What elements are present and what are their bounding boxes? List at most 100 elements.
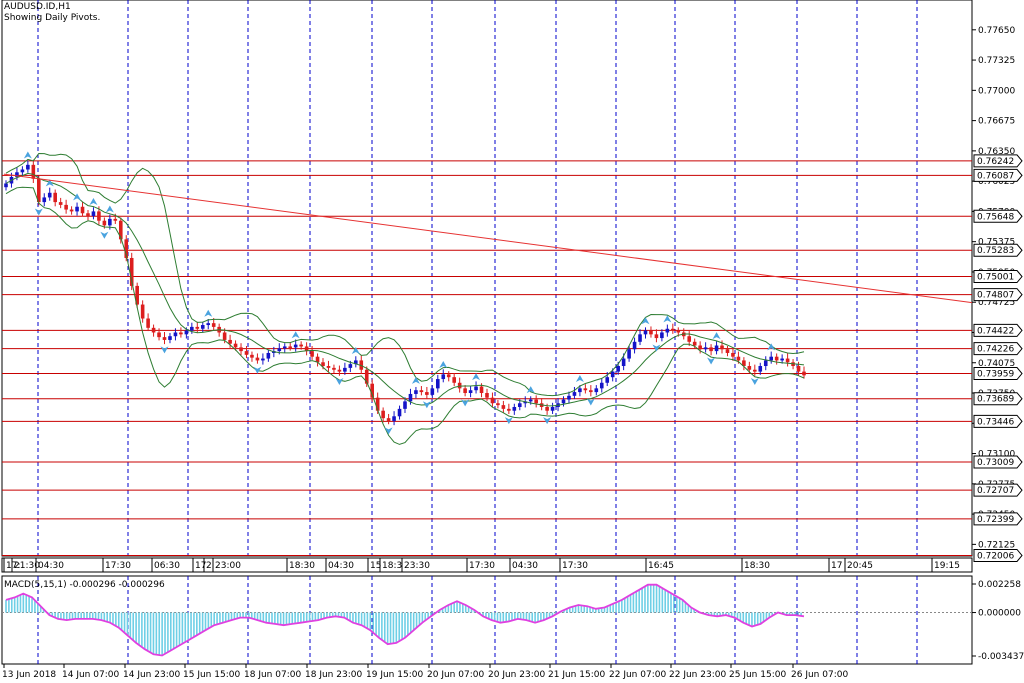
pivot-label-box [973,270,1023,284]
candle-body [621,358,626,367]
fractal-up-marker [411,376,420,384]
candle-body [485,393,489,398]
candle-body [742,360,746,367]
candle-body [578,388,582,393]
fractal-down-marker [34,208,43,216]
candle-body [512,406,517,411]
pivot-label-box [973,243,1023,257]
x-tick-label: 13 Jun 2018 [2,670,56,680]
fractal-up-marker [73,193,82,201]
y-tick-label: 0.74725 [978,298,1015,308]
candle-body [660,332,664,339]
pivot-label: 0.75648 [977,212,1014,222]
candle-body [638,334,642,342]
candle-body [80,206,85,214]
candle-body [736,356,741,361]
pivot-label: 0.74422 [977,326,1014,336]
fractal-up-marker [767,343,776,351]
candle-body [97,211,101,221]
session-label: 15 [370,561,381,571]
candle-body [146,318,150,328]
candle-body [550,406,555,411]
session-label: 16:45 [648,561,674,571]
candle-body [452,377,456,383]
candle-body [321,362,325,367]
fractal-up-marker [23,151,32,159]
candle-body [102,220,107,226]
fractal-up-marker [291,331,300,339]
trendline [3,173,973,304]
candle-body [671,328,675,331]
candle-body [594,388,599,393]
pivot-label: 0.73689 [977,395,1014,405]
candle-body [255,357,260,361]
fractal-down-marker [384,427,393,435]
candle-body [118,220,123,240]
candle-body [200,325,205,329]
session-label: 17: [6,561,20,571]
candle-body [370,383,375,398]
candle-body [343,367,347,372]
candle-body [430,388,435,395]
x-tick-label: 26 Jun 07:00 [791,670,848,680]
candle-body [250,354,254,358]
candle-body [687,336,692,342]
candle-body [162,337,167,340]
x-tick-label: 14 Jun 23:00 [123,670,180,680]
candle-body [31,164,36,179]
candle-body [282,346,287,349]
candle-body [310,351,314,357]
candle-body [496,403,500,406]
candle-body [222,332,227,340]
pivot-label: 0.72006 [977,551,1014,561]
candle-body [610,371,615,378]
candle-body [643,330,648,335]
candle-body [692,341,697,346]
main-plot-frame [1,0,973,557]
macd-label: MACD(5,15,1) -0.000296 -0.000296 [4,580,165,590]
candle-body [567,395,571,400]
candle-body [457,382,462,389]
candle-body [397,408,402,417]
pivot-label-box [973,209,1023,223]
candle-body [364,369,369,384]
fractal-up-marker [45,179,54,187]
candle-body [168,336,172,340]
candle-body [124,239,129,258]
candle-body [64,204,68,210]
bollinger-upper [5,152,805,397]
candle-body [599,382,604,389]
candle-body [720,345,724,350]
candle-body [709,347,713,352]
candle-body [414,390,418,394]
candle-body [86,213,90,217]
y-tick-label: 0.76350 [978,147,1015,157]
candle-body [654,334,659,339]
session-label: 04:30 [328,561,354,571]
pivot-label-box [973,392,1023,406]
fractal-up-marker [472,373,481,381]
candle-body [758,366,763,372]
candle-body [190,326,194,331]
pivot-label-box [973,414,1023,428]
candles-group [4,159,806,426]
candle-body [649,330,653,335]
x-tick-label: 25 Jun 15:00 [729,670,786,680]
candle-body [332,367,336,370]
candle-body [386,418,391,421]
session-label: 23:00 [215,561,241,571]
session-label: 20:45 [847,561,873,571]
candle-body [326,366,331,368]
x-tick-label: 22 Jun 23:00 [669,670,726,680]
x-tick-label: 14 Jun 07:00 [62,670,119,680]
x-tick-label: 20 Jun 23:00 [488,670,545,680]
session-label: 18:3 [382,561,402,571]
candle-body [490,397,495,404]
candle-body [108,218,112,226]
candle-body [47,192,52,198]
candle-body [785,358,790,363]
candle-body [725,349,730,353]
candle-body [261,358,265,361]
candle-body [20,169,25,173]
candle-body [616,366,620,372]
